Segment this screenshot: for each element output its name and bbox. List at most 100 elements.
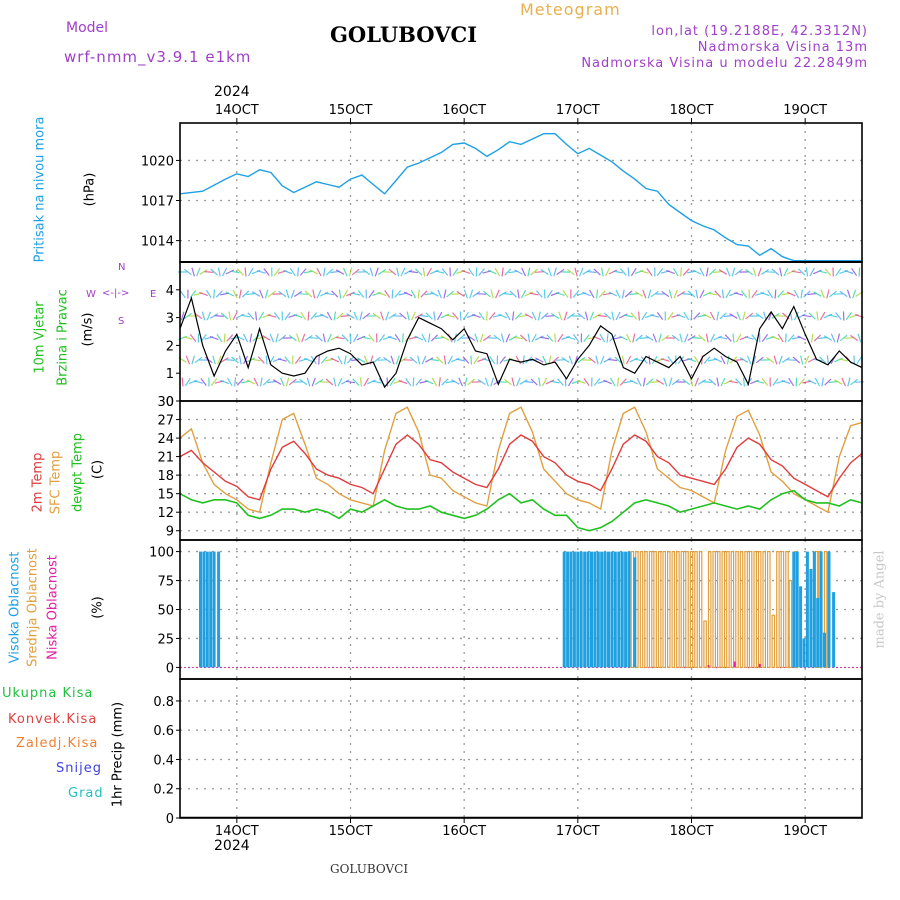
- wind-arrow-icon: [351, 358, 361, 362]
- wind-arrow-icon: [479, 333, 484, 343]
- low-cloud-bar: [707, 665, 710, 668]
- mid-cloud-bar: [744, 550, 748, 668]
- wind-arrow-icon: [320, 291, 329, 297]
- wind-arrow-icon: [519, 379, 528, 385]
- wind-arrow-icon: [331, 290, 339, 298]
- wind-arrow-icon: [494, 267, 501, 277]
- wind-arrow-icon: [333, 377, 337, 387]
- wind-arrow-icon: [335, 269, 345, 275]
- wind-arrow-icon: [734, 358, 744, 362]
- wind-arrow-icon: [298, 293, 308, 295]
- ytick-label-precip: 0: [166, 812, 174, 827]
- wind-arrows: [178, 267, 864, 387]
- wind-arrow-icon: [374, 267, 379, 277]
- wind-arrow-icon: [857, 333, 862, 343]
- station-title: GOLUBOVCI: [330, 22, 478, 47]
- wind-arrow-icon: [542, 355, 548, 365]
- wind-arrow-icon: [299, 268, 307, 276]
- high-cloud-bar: [812, 551, 816, 668]
- wind-speed-line: [179, 296, 863, 389]
- wind-arrow-icon: [599, 333, 606, 343]
- wind-arrow-icon: [587, 270, 597, 274]
- mid-cloud-bar: [694, 550, 698, 668]
- wind-arrow-icon: [301, 333, 306, 343]
- high-cloud-bar: [827, 551, 831, 668]
- wind-arrow-icon: [357, 290, 365, 298]
- wind-arrow-icon: [826, 289, 830, 299]
- wind-arrow-icon: [538, 377, 541, 387]
- wind-arrow-icon: [304, 290, 313, 298]
- wind-arrow-icon: [537, 311, 541, 321]
- mid-cloud-bar: [735, 550, 739, 668]
- mid-cloud-bar: [730, 550, 735, 668]
- wind-arrow-icon: [259, 377, 263, 387]
- wind-arrow-icon: [415, 378, 423, 386]
- wind-arrow-icon: [206, 311, 212, 321]
- wind-arrow-icon: [362, 268, 371, 276]
- wind-arrow-icon: [603, 357, 612, 363]
- wind-arrow-icon: [788, 377, 795, 387]
- wind-arrow-icon: [180, 311, 185, 321]
- high-cloud-bar: [569, 551, 573, 668]
- wind-arrow-icon: [824, 378, 832, 386]
- wind-arrow-icon: [505, 333, 511, 343]
- high-cloud-bar: [202, 551, 206, 668]
- wind-arrow-icon: [402, 333, 404, 343]
- wind-arrow-icon: [531, 333, 537, 343]
- wind-arrow-icon: [200, 378, 207, 386]
- wind-arrow-icon: [388, 268, 397, 276]
- wind-arrow-icon: [396, 267, 400, 277]
- wind-arrow-icon: [852, 289, 857, 299]
- wind-arrow-icon: [267, 290, 276, 298]
- wind-arrow-icon: [771, 313, 780, 319]
- wind-arrow-icon: [845, 311, 852, 321]
- pressure-line: [179, 132, 862, 262]
- wind-arrow-icon: [650, 381, 660, 383]
- wind-arrow-icon: [557, 333, 564, 343]
- wind-arrow-icon: [650, 314, 660, 318]
- wind-arrow-icon: [238, 289, 242, 299]
- wind-arrow-icon: [335, 336, 345, 340]
- wind-arrow-icon: [269, 333, 275, 343]
- wind-arrow-icon: [692, 337, 702, 339]
- wind-arrow-icon: [504, 378, 512, 386]
- wind-arrow-icon: [419, 314, 429, 318]
- wind-arrow-icon: [493, 334, 502, 342]
- date-label-top: 14OCT: [215, 103, 259, 118]
- high-cloud-bar: [572, 551, 576, 668]
- wind-arrow-icon: [348, 267, 353, 277]
- wind-arrow-icon: [443, 289, 447, 299]
- wind-arrow-icon: [437, 289, 443, 299]
- wind-arrow-icon: [663, 377, 668, 387]
- wind-arrow-icon: [718, 269, 728, 275]
- ytick-label-temperature: 18: [157, 469, 174, 484]
- wind-arrow-icon: [258, 311, 265, 321]
- high-cloud-bar: [603, 551, 607, 668]
- wind-arrow-icon: [384, 289, 391, 299]
- wind-arrow-icon: [273, 268, 281, 276]
- wind-arrow-icon: [566, 336, 576, 340]
- wind-arrow-icon: [588, 289, 595, 299]
- wind-arrow-icon: [288, 334, 297, 342]
- wind-arrow-icon: [608, 269, 618, 275]
- wind-arrow-icon: [240, 314, 251, 318]
- wind-arrow-icon: [489, 355, 496, 365]
- date-label-bottom: 15OCT: [329, 824, 373, 839]
- wind-arrow-icon: [603, 312, 612, 320]
- wind-arrow-icon: [813, 291, 822, 297]
- wind-arrow-icon: [359, 377, 363, 387]
- wind-arrow-icon: [676, 313, 686, 319]
- wind-arrow-icon: [447, 355, 453, 365]
- t2m-temp-line: [179, 434, 863, 501]
- wind-arrow-icon: [566, 312, 575, 320]
- wind-arrow-icon: [388, 313, 397, 319]
- high-cloud-bar: [566, 551, 570, 668]
- wind-arrow-icon: [740, 290, 748, 298]
- wind-arrow-icon: [550, 380, 560, 384]
- wind-arrow-icon: [424, 292, 434, 296]
- mid-cloud-bar: [648, 550, 653, 668]
- mid-cloud-bar: [785, 550, 789, 668]
- wind-arrow-icon: [600, 267, 604, 277]
- legend-convective-rain: Konvek.Kisa: [8, 712, 98, 727]
- ytick-label-temperature: 15: [157, 488, 174, 503]
